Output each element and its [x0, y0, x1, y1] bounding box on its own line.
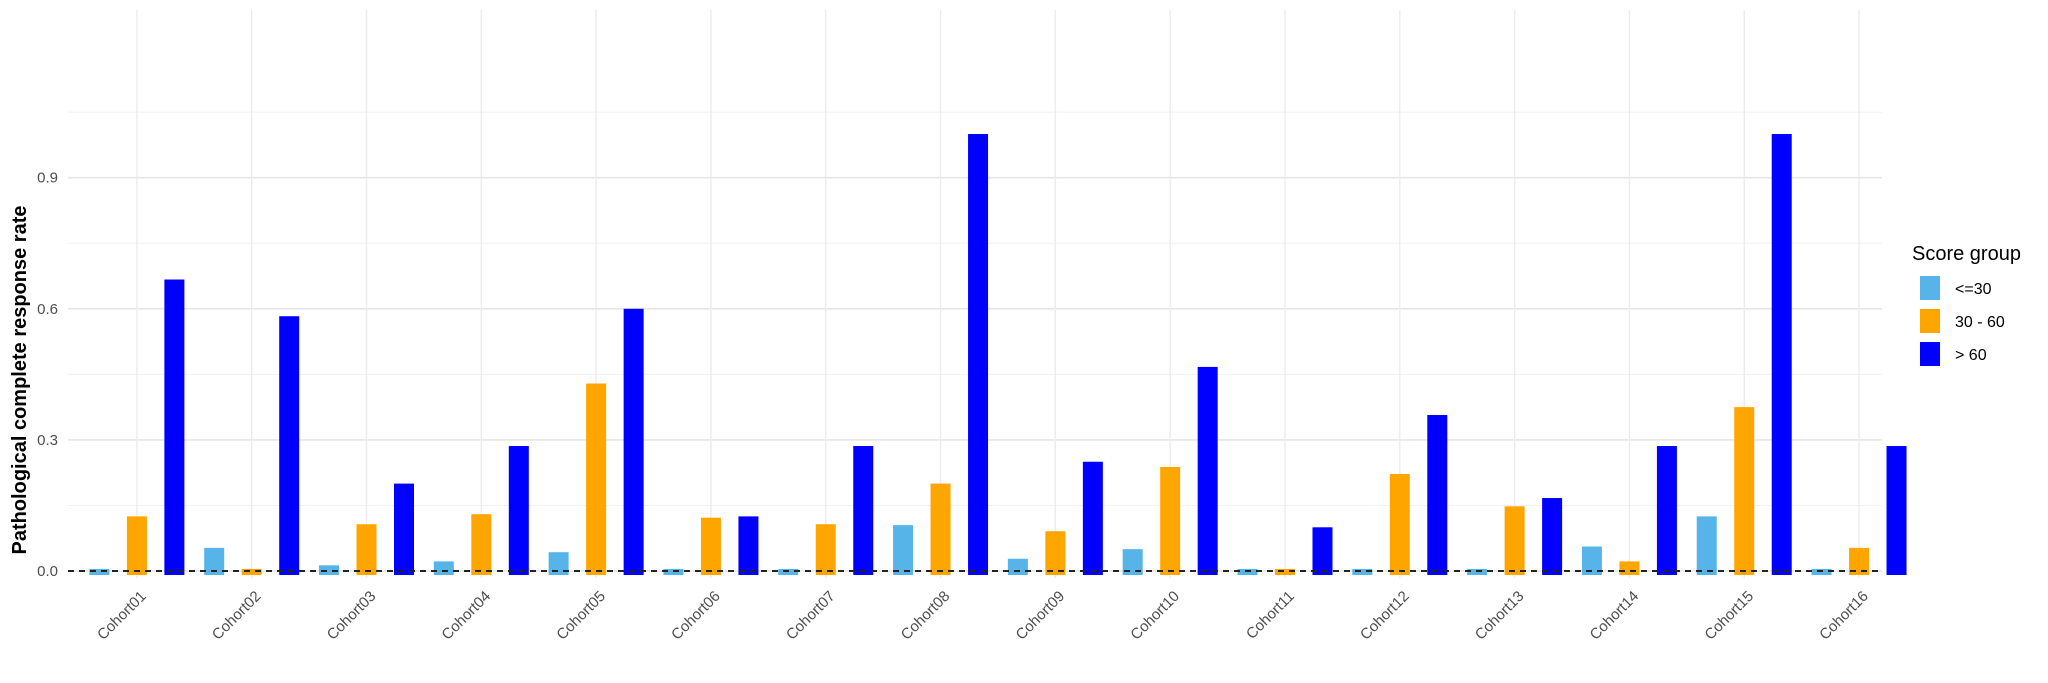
- bar-60-cohort01: [164, 279, 185, 575]
- bar-30-60-cohort14: [1619, 561, 1640, 575]
- y-axis-title: Pathological complete response rate: [9, 206, 31, 555]
- bar-30-60-cohort01: [126, 516, 147, 575]
- x-tick-label: Cohort09: [1013, 588, 1069, 644]
- legend-title: Score group: [1912, 243, 2021, 265]
- bar-60-cohort14: [1656, 446, 1677, 575]
- bar-60-cohort05: [623, 308, 644, 575]
- bars: [89, 134, 1907, 575]
- bar-30-60-cohort07: [815, 524, 836, 575]
- x-tick-label: Cohort13: [1472, 588, 1528, 644]
- legend-label: > 60: [1955, 347, 1987, 364]
- x-tick-label: Cohort08: [898, 588, 954, 644]
- x-tick-label: Cohort05: [553, 588, 609, 644]
- x-tick-label: Cohort15: [1701, 588, 1757, 644]
- bar-60-cohort15: [1771, 134, 1792, 575]
- legend-key: [1920, 309, 1940, 333]
- bar-30-cohort12: [1352, 569, 1373, 575]
- bar-60-cohort12: [1427, 414, 1448, 575]
- y-tick-label: 0.3: [37, 432, 58, 449]
- bar-60-cohort11: [1312, 527, 1333, 575]
- legend-key: [1920, 276, 1940, 300]
- x-tick-label: Cohort11: [1243, 588, 1298, 643]
- x-tick-label: Cohort06: [668, 588, 724, 644]
- bar-60-cohort09: [1082, 461, 1103, 575]
- bar-30-cohort08: [893, 525, 914, 575]
- bar-30-60-cohort13: [1504, 506, 1525, 575]
- bar-30-60-cohort06: [700, 517, 721, 575]
- y-tick-labels: 0.0 0.3 0.6 0.9: [37, 170, 58, 580]
- bar-60-cohort07: [853, 446, 874, 575]
- legend-label: 30 - 60: [1955, 314, 2005, 331]
- x-tick-label: Cohort10: [1127, 588, 1183, 644]
- bar-60-cohort13: [1542, 498, 1563, 575]
- bar-30-60-cohort11: [1274, 569, 1295, 575]
- bar-30-cohort05: [548, 552, 569, 575]
- legend-label: <=30: [1955, 281, 1992, 298]
- bar-30-60-cohort04: [471, 514, 492, 575]
- x-tick-label: Cohort03: [324, 588, 380, 644]
- x-tick-labels: Cohort01 Cohort02 Cohort03 Cohort04 Cohort05…: [94, 588, 1872, 644]
- bar-60-cohort04: [508, 446, 529, 575]
- y-tick-label: 0.6: [37, 301, 58, 318]
- x-tick-label: Cohort02: [209, 588, 265, 644]
- x-tick-label: Cohort12: [1357, 588, 1413, 644]
- bar-30-cohort09: [1007, 558, 1028, 575]
- bar-60-cohort08: [968, 134, 989, 575]
- bar-60-cohort02: [279, 316, 300, 575]
- x-tick-label: Cohort04: [438, 588, 494, 644]
- bar-30-60-cohort05: [586, 383, 607, 575]
- bar-60-cohort06: [738, 516, 759, 575]
- bar-60-cohort16: [1886, 446, 1907, 575]
- y-tick-label: 0.0: [37, 563, 58, 580]
- y-tick-label: 0.9: [37, 170, 58, 187]
- bar-30-60-cohort12: [1389, 473, 1410, 575]
- bar-30-cohort01: [89, 569, 110, 575]
- bar-30-cohort04: [433, 561, 454, 575]
- bar-60-cohort03: [394, 483, 415, 575]
- bar-30-60-cohort09: [1045, 531, 1066, 575]
- x-tick-label: Cohort07: [783, 588, 839, 644]
- bar-30-60-cohort08: [930, 483, 951, 575]
- x-tick-label: Cohort14: [1587, 588, 1643, 644]
- x-tick-label: Cohort01: [94, 588, 150, 644]
- legend-key: [1920, 342, 1940, 366]
- x-tick-label: Cohort16: [1816, 588, 1872, 644]
- bar-30-cohort02: [204, 547, 225, 575]
- bar-30-60-cohort02: [241, 569, 262, 575]
- bar-30-60-cohort16: [1849, 547, 1870, 575]
- legend: Score group <=30 30 - 60 > 60: [1912, 243, 2021, 366]
- bar-30-cohort15: [1696, 516, 1717, 575]
- bar-60-cohort10: [1197, 366, 1218, 575]
- bar-30-60-cohort10: [1160, 466, 1181, 575]
- bar-30-cohort10: [1122, 549, 1143, 575]
- bar-30-cohort03: [319, 565, 340, 575]
- bar-30-60-cohort15: [1734, 407, 1755, 575]
- bar-30-60-cohort03: [356, 524, 377, 575]
- bar-30-cohort14: [1581, 546, 1602, 575]
